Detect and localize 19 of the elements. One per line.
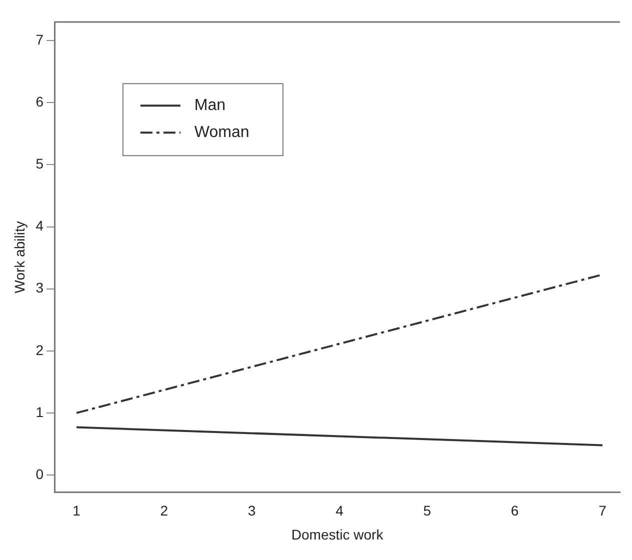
legend-label: Man — [194, 97, 226, 114]
x-tick-label: 3 — [248, 502, 256, 519]
x-tick-label: 5 — [423, 502, 432, 519]
y-tick-label: 7 — [36, 31, 44, 48]
y-tick-label: 2 — [36, 342, 44, 358]
y-tick-label: 4 — [36, 218, 44, 234]
x-tick-label: 2 — [160, 502, 168, 519]
x-tick-label: 7 — [598, 502, 607, 519]
x-tick-label: 1 — [72, 502, 81, 519]
y-tick-label: 6 — [36, 94, 44, 110]
legend-label: Woman — [194, 124, 250, 142]
x-tick-label: 6 — [510, 502, 519, 519]
x-tick-label: 4 — [336, 502, 344, 519]
y-tick-label: 3 — [36, 280, 44, 296]
y-axis-title: Work ability — [11, 221, 28, 294]
y-tick-label: 5 — [36, 156, 44, 172]
y-tick-label: 1 — [36, 404, 44, 420]
y-tick-label: 0 — [36, 466, 44, 482]
x-axis-title: Domestic work — [291, 526, 384, 542]
